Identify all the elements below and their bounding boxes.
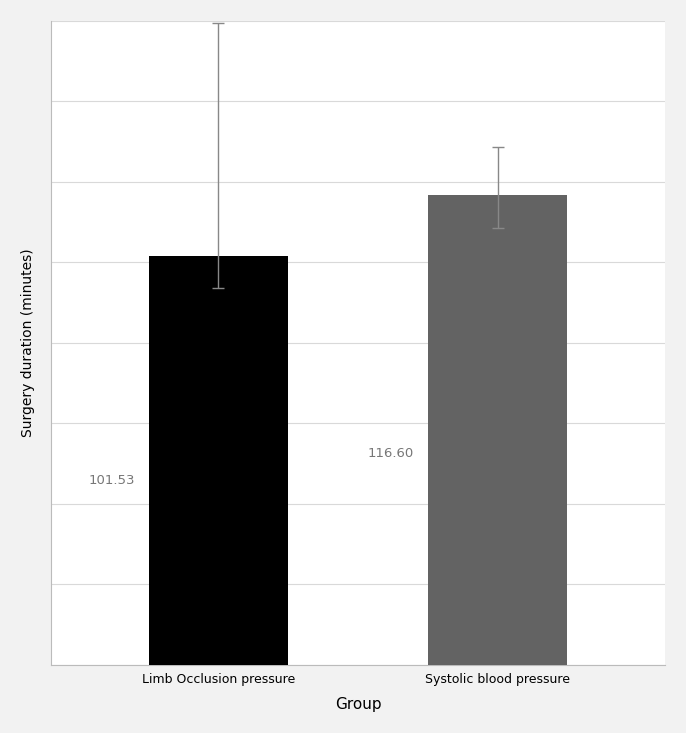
- Text: 116.60: 116.60: [368, 447, 414, 460]
- Text: 101.53: 101.53: [88, 474, 134, 487]
- Bar: [149, 256, 288, 665]
- X-axis label: Group: Group: [335, 697, 381, 712]
- Bar: [428, 196, 567, 665]
- Y-axis label: Surgery duration (minutes): Surgery duration (minutes): [21, 248, 35, 437]
